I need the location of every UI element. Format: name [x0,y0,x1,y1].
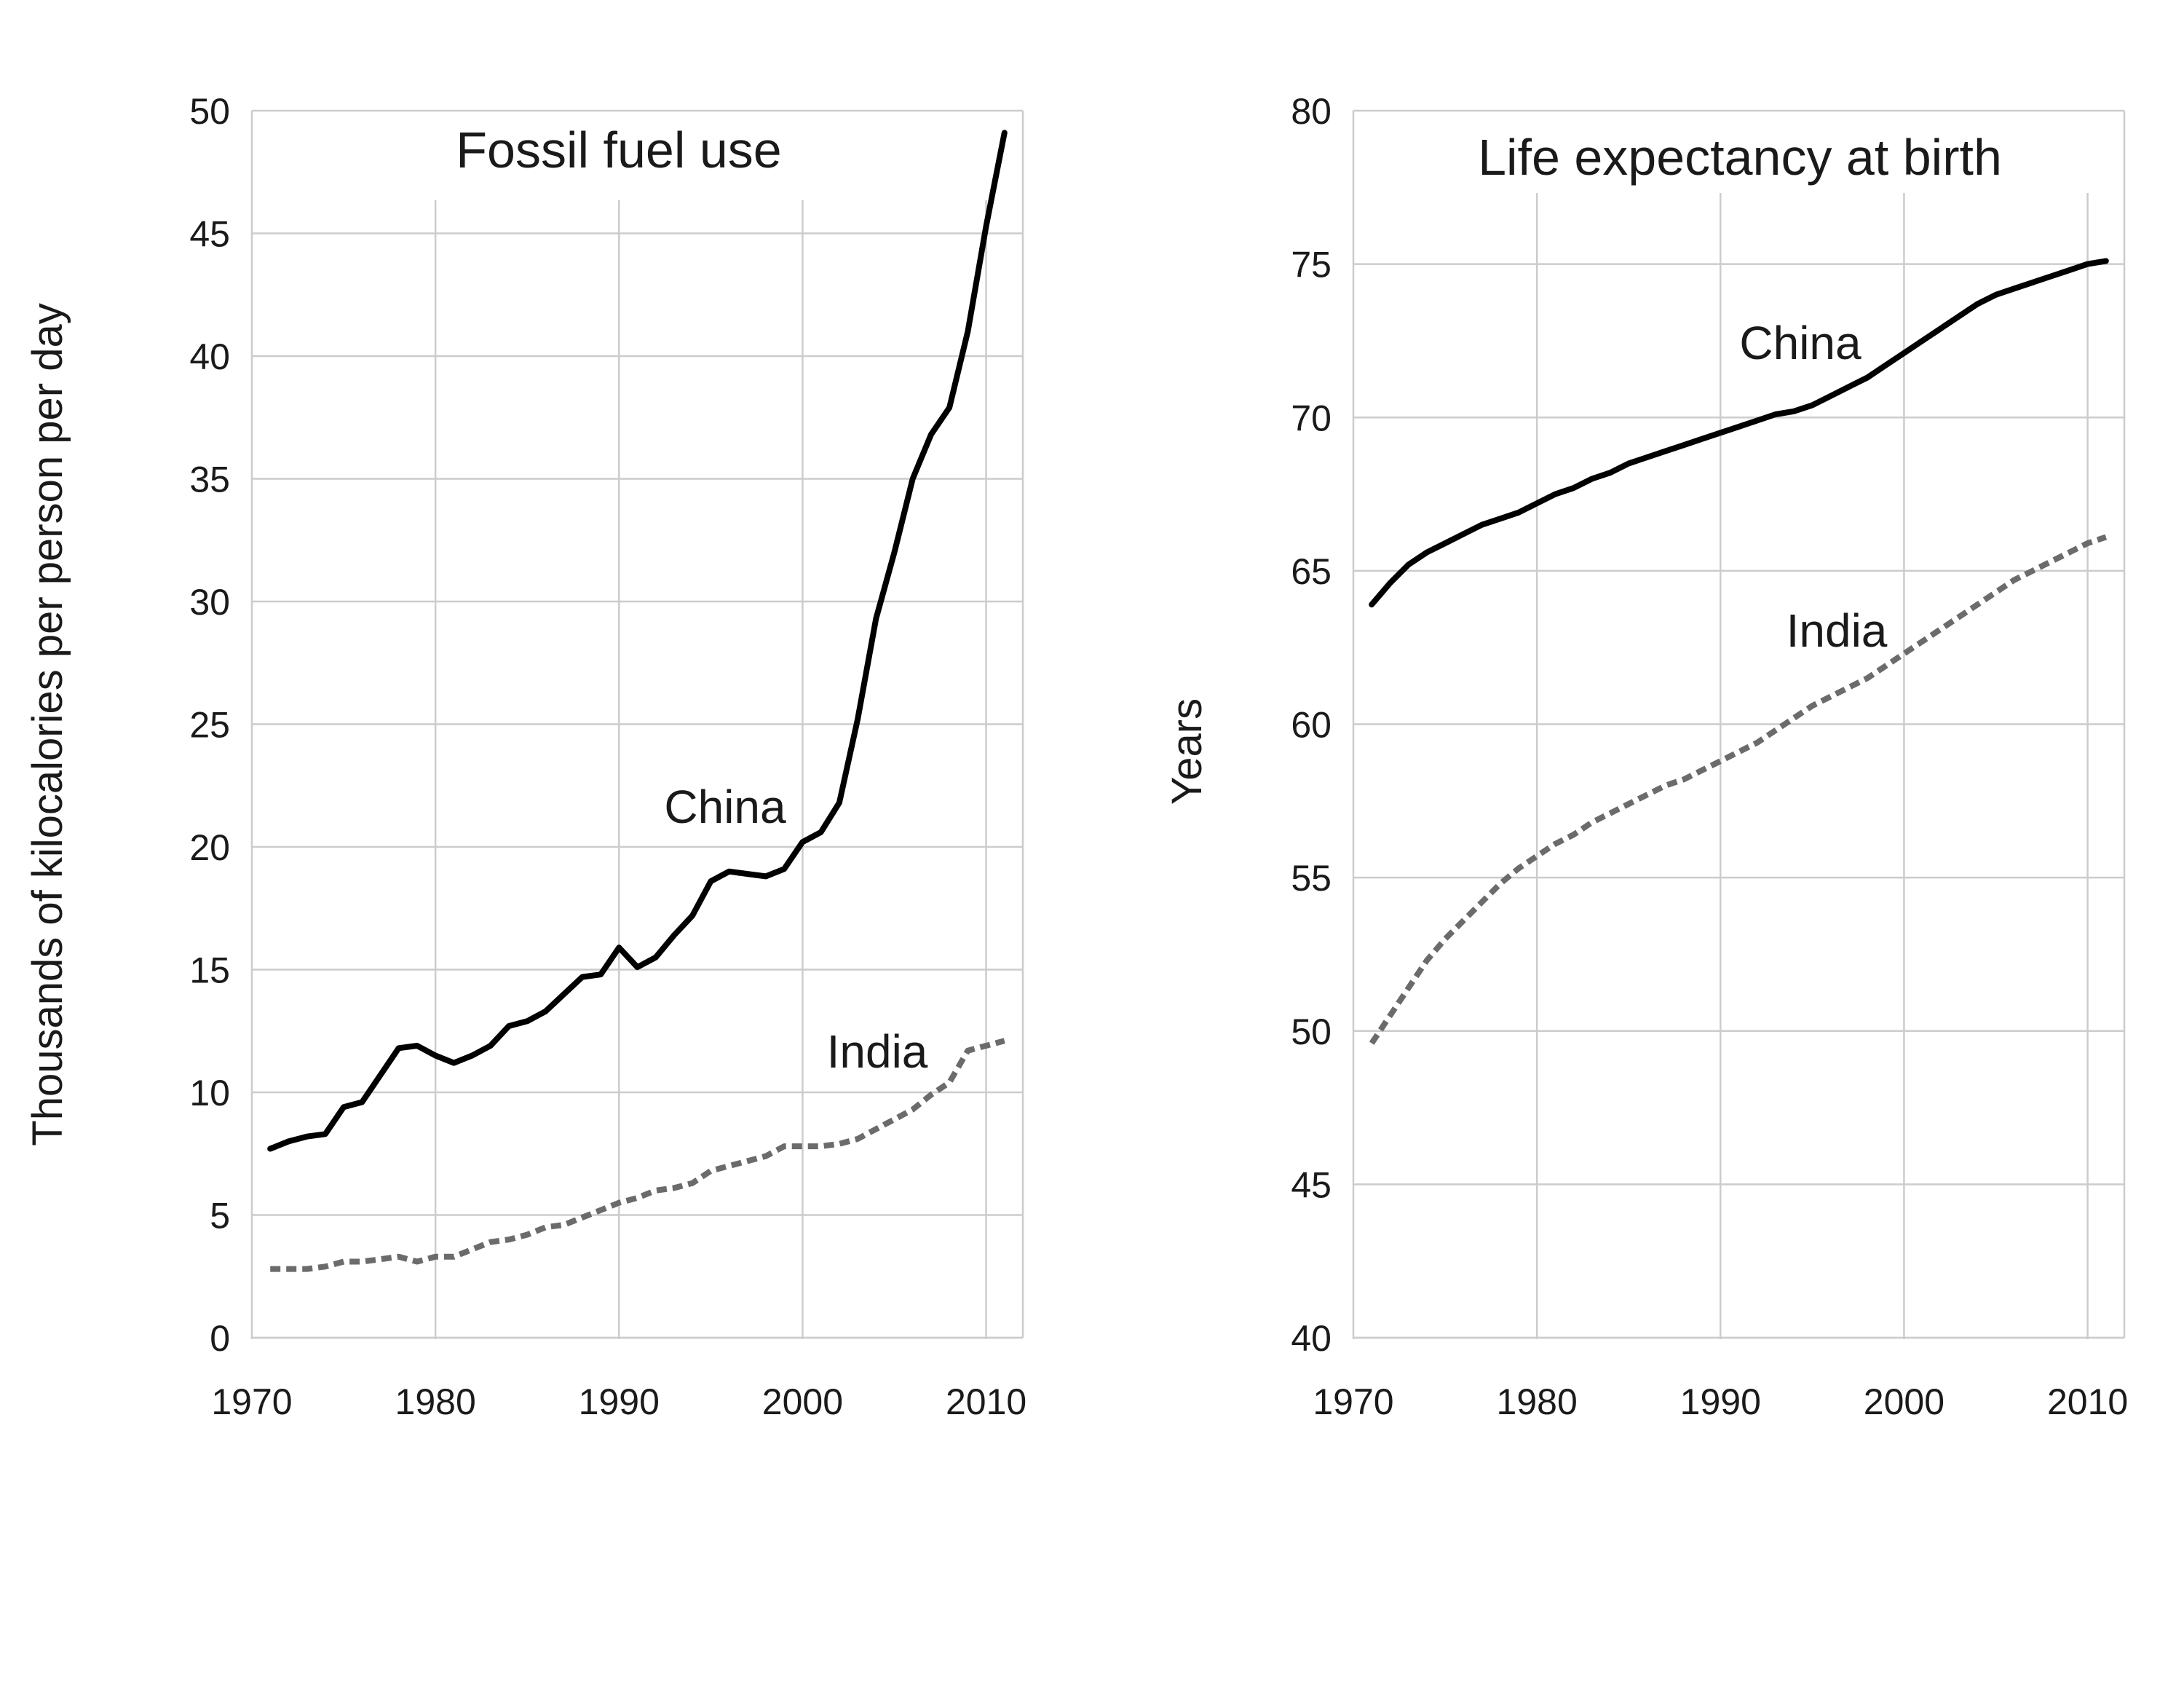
series-line-china [267,130,1008,1152]
y-tick-label: 65 [1291,551,1332,592]
chart-panel-2: 40 45 50 55 60 65 70 75 80 1970 1980 1990 2000 2010 Li… [1163,91,2128,1422]
x-tick-label: 1970 [1313,1381,1393,1422]
chart-panel-1: 0 5 10 15 20 25 30 35 40 45 50 1970 1980 1990 2000 2010… [24,91,1026,1422]
y-tick-label: 80 [1291,91,1332,132]
y-tick-label: 60 [1291,705,1332,746]
series-line-china [1369,258,2109,608]
series-label-india: India [827,1025,928,1078]
y-tick-label: 50 [1291,1011,1332,1052]
y-axis-label: Thousands of kilocalories per person per… [24,303,71,1145]
y-tick-label: 25 [189,705,230,746]
y-tick-label: 70 [1291,398,1332,438]
x-tick-label: 1990 [579,1381,660,1422]
series-label-china: China [1739,317,1861,369]
y-tick-label: 10 [189,1073,230,1113]
y-tick-label: 55 [1291,858,1332,899]
y-tick-label: 5 [210,1196,230,1237]
x-tick-label: 1980 [395,1381,476,1422]
series-label-india: India [1787,604,1888,657]
chart-title: Fossil fuel use [456,122,781,178]
y-tick-label: 15 [189,950,230,991]
x-tick-label: 2010 [2047,1381,2128,1422]
y-axis-label: Years [1163,698,1211,805]
chart-title: Life expectancy at birth [1478,129,2002,186]
x-tick-label: 1970 [211,1381,292,1422]
y-tick-label: 0 [210,1318,230,1359]
y-tick-label: 75 [1291,245,1332,285]
y-tick-label: 50 [189,91,230,132]
series-label-china: China [664,781,786,833]
x-tick-label: 1990 [1680,1381,1761,1422]
x-tick-label: 2000 [762,1381,843,1422]
y-tick-label: 40 [1291,1318,1332,1359]
series-line-india [1369,534,2108,1045]
x-tick-label: 2000 [1864,1381,1944,1422]
x-tick-label: 2010 [946,1381,1026,1422]
y-tick-label: 45 [189,214,230,255]
y-tick-label: 30 [189,582,230,623]
y-tick-label: 40 [189,336,230,377]
y-tick-label: 20 [189,827,230,868]
y-tick-label: 45 [1291,1164,1332,1205]
x-tick-label: 1980 [1497,1381,1578,1422]
y-tick-label: 35 [189,460,230,500]
